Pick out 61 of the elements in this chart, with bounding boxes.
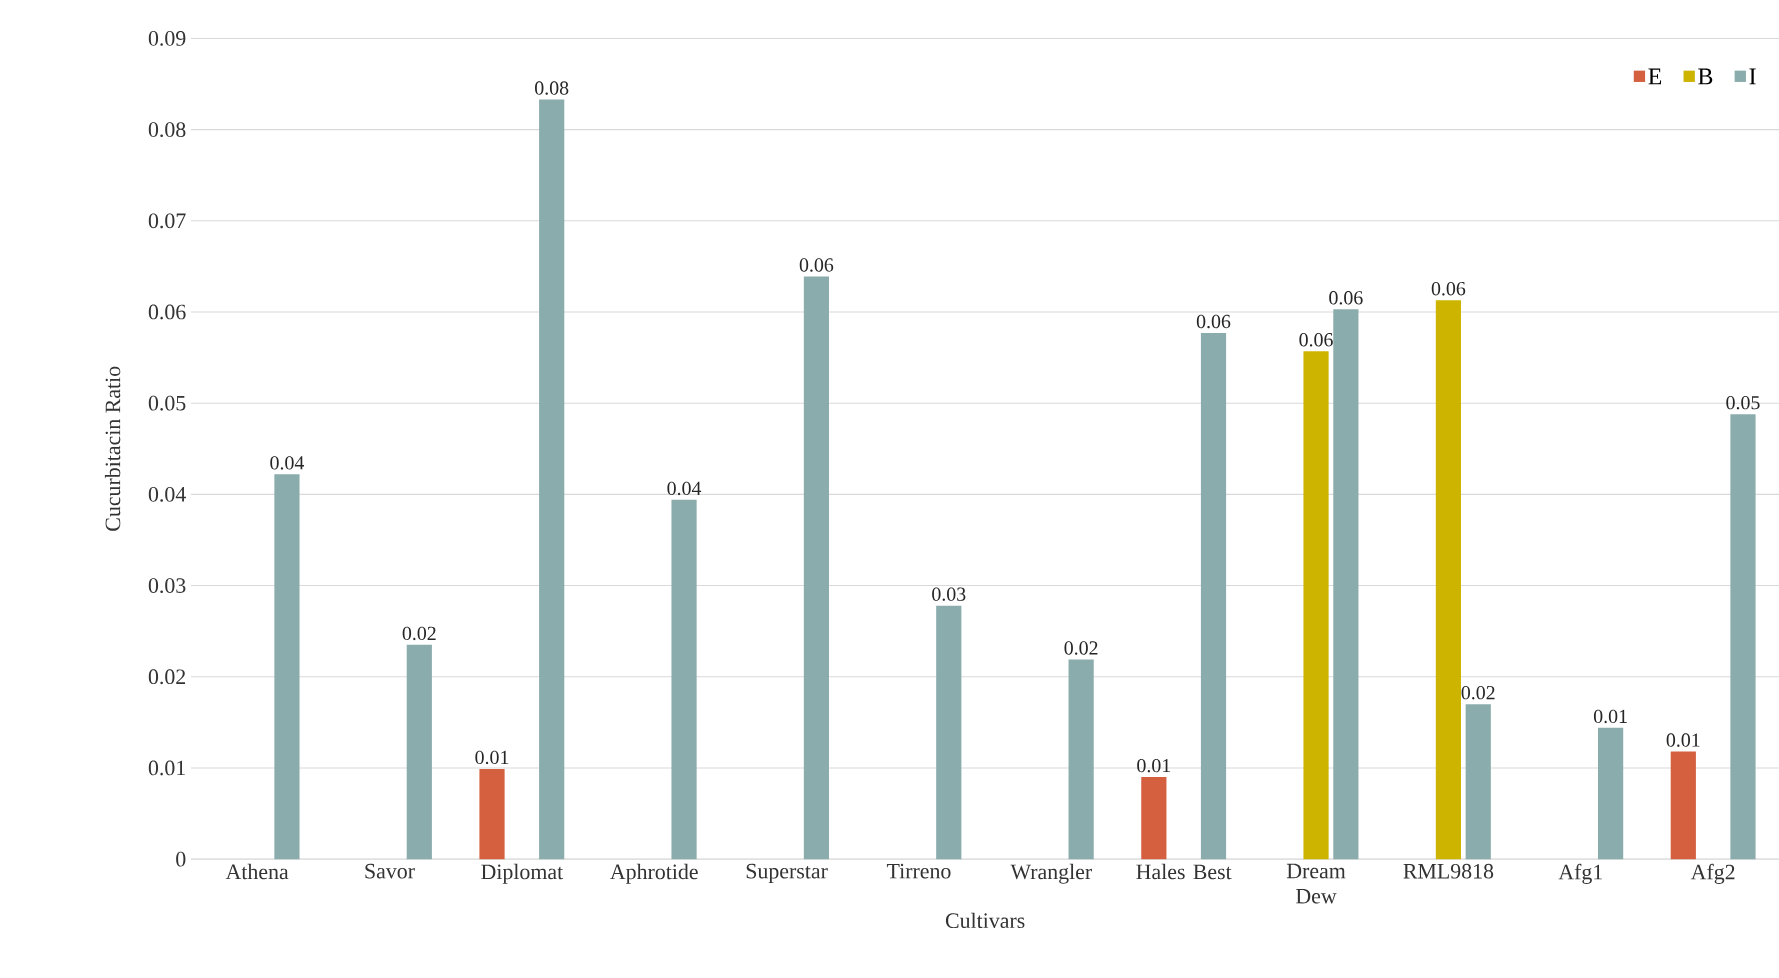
x-tick-label: Afg1 [1558, 863, 1602, 884]
data-label: 0.06 [799, 258, 834, 272]
data-label: 0.03 [932, 587, 966, 601]
data-label: 0.01 [1593, 709, 1627, 723]
bar [539, 99, 565, 859]
x-tick-label: Dream Dew [1286, 863, 1346, 904]
data-label: 0.01 [1137, 758, 1171, 773]
data-label: 0.06 [1329, 290, 1363, 305]
x-axis-title: Cultivars [945, 912, 1025, 928]
bar [1435, 299, 1461, 859]
data-label: 0.06 [1431, 281, 1466, 296]
x-tick-label: RML9818 [1403, 863, 1494, 879]
bar [1465, 703, 1491, 859]
bar [1598, 727, 1624, 859]
x-tick-label: Wrangler [1010, 863, 1092, 884]
y-tick-label: 0.02 [148, 669, 186, 684]
data-label: 0.05 [1726, 395, 1760, 410]
bar [1670, 751, 1696, 859]
bar [406, 644, 432, 859]
x-tick-label: Afg2 [1690, 863, 1735, 884]
legend-label: E [1648, 68, 1662, 85]
y-tick-label: 0.09 [148, 30, 186, 46]
y-tick-label: 0 [176, 851, 186, 867]
data-label: 0.04 [270, 455, 305, 470]
legend-label: I [1749, 68, 1756, 85]
bar [479, 768, 505, 859]
data-label: 0.08 [535, 81, 569, 95]
data-label: 0.04 [667, 481, 702, 495]
bar [1068, 659, 1094, 859]
y-tick-label: 0.04 [148, 486, 186, 502]
data-label: 0.01 [1666, 733, 1700, 747]
bar [936, 605, 962, 859]
y-tick-label: 0.07 [148, 213, 186, 229]
x-tick-label: Tirreno [886, 863, 951, 879]
bar [274, 474, 300, 859]
y-axis-title: Cucurbitacin Ratio [104, 366, 121, 531]
legend-label: B [1698, 68, 1713, 85]
x-tick-label: Savor [365, 863, 415, 879]
bar [1730, 413, 1756, 859]
data-label: 0.06 [1299, 332, 1333, 347]
data-label: 0.02 [1461, 685, 1495, 700]
x-tick-label: Diplomat [481, 863, 564, 884]
bar [1303, 350, 1329, 859]
bar [671, 499, 697, 859]
bar [1333, 309, 1359, 859]
data-label: 0.02 [402, 626, 436, 640]
x-tick-label: Aphrotide [610, 863, 698, 884]
y-tick-label: 0.03 [148, 577, 186, 593]
y-tick-label: 0.01 [148, 760, 185, 776]
data-label: 0.06 [1196, 314, 1231, 329]
bar [1141, 776, 1167, 859]
y-tick-label: 0.08 [148, 121, 186, 137]
x-tick-label: Superstar [746, 863, 828, 883]
y-tick-label: 0.05 [148, 395, 186, 411]
x-tick-label: Athena [225, 863, 289, 879]
y-tick-label: 0.06 [148, 304, 186, 320]
bar [1200, 332, 1227, 859]
bar [803, 276, 830, 859]
data-label: 0.02 [1064, 641, 1098, 655]
data-label: 0.01 [475, 750, 509, 764]
x-tick-label: Hales Best [1136, 863, 1232, 879]
